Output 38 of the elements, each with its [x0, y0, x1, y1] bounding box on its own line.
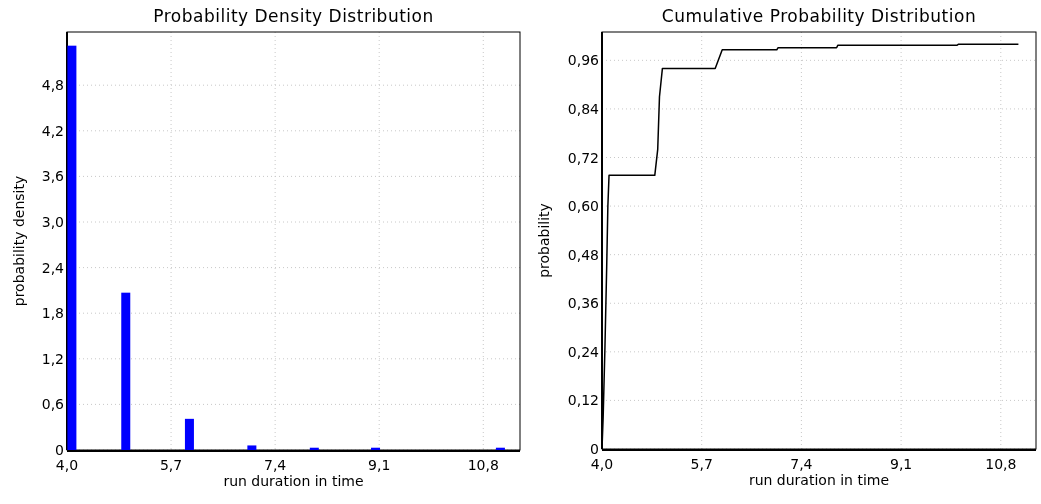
bar	[184, 418, 194, 450]
y-tick-label: 0,72	[567, 149, 599, 166]
y-axis-title: probability density	[11, 175, 27, 307]
bar	[247, 445, 257, 450]
x-tick-label: 7,4	[790, 456, 813, 472]
y-tick-label: 3,6	[41, 168, 65, 185]
y-tick-label: 0,24	[567, 343, 600, 360]
y-tick-label: 0	[55, 442, 64, 458]
chart-title: Probability Density Distribution	[153, 6, 434, 26]
x-axis-title: run duration in time	[223, 473, 364, 489]
y-tick-label: 0,36	[567, 295, 600, 312]
x-tick-label: 10,8	[467, 457, 499, 473]
chart-title: Cumulative Probability Distribution	[661, 6, 977, 26]
x-tick-label: 10,8	[985, 456, 1017, 472]
x-tick-label: 9,1	[368, 457, 391, 473]
x-tick-label: 4,0	[55, 457, 79, 473]
x-tick-label: 5,7	[690, 456, 713, 472]
y-axis-title: probability	[536, 203, 552, 278]
y-tick-label: 0,48	[567, 246, 599, 263]
bar	[67, 45, 77, 450]
y-tick-label: 3,0	[41, 214, 64, 230]
x-axis-title: run duration in time	[748, 472, 890, 488]
x-tick-label: 7,4	[264, 457, 287, 473]
y-tick-label: 0	[590, 441, 599, 457]
x-tick-label: 4,0	[590, 456, 614, 472]
y-tick-label: 0,84	[567, 100, 600, 117]
x-tick-label: 9,1	[889, 456, 913, 472]
y-tick-label: 1,8	[41, 305, 64, 322]
y-tick-label: 0,60	[567, 198, 599, 215]
y-tick-label: 0,12	[567, 392, 599, 409]
y-tick-label: 2,4	[41, 259, 65, 276]
x-tick-label: 5,7	[159, 457, 183, 473]
bar	[121, 292, 131, 450]
y-tick-label: 0,96	[567, 52, 600, 69]
y-tick-label: 4,2	[41, 122, 64, 139]
y-tick-label: 4,8	[41, 77, 64, 94]
y-tick-label: 1,2	[41, 350, 64, 367]
y-tick-label: 0,6	[41, 396, 65, 413]
